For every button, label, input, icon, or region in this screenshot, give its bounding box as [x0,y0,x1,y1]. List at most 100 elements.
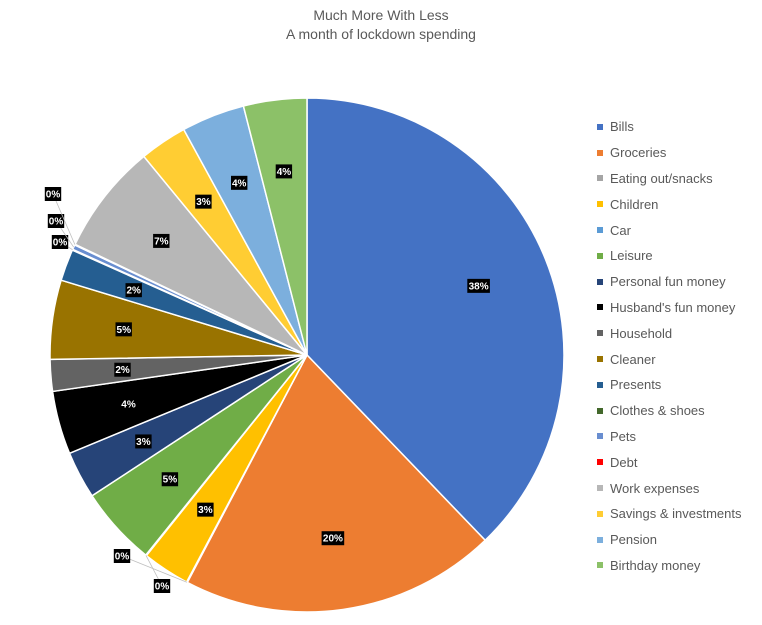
svg-text:4%: 4% [121,399,136,410]
legend-swatch [597,536,603,543]
leader-line-eating-out-snacks [121,555,188,583]
chart-subtitle: A month of lockdown spending [286,26,476,42]
data-label-pets: 0% [47,214,65,228]
legend-swatch [597,175,603,182]
svg-text:5%: 5% [117,325,132,336]
legend-label: Presents [610,377,662,393]
legend-item-groceries: Groceries [597,140,742,166]
legend-swatch [597,330,603,337]
svg-text:2%: 2% [126,286,141,297]
legend-label: Pension [610,532,657,548]
legend-item-birthday-money: Birthday money [597,553,742,579]
data-label-savings-investments: 3% [195,194,212,209]
svg-text:4%: 4% [232,178,247,189]
legend-item-car: Car [597,217,742,243]
legend-label: Personal fun money [610,274,726,290]
data-label-presents: 2% [125,283,142,298]
svg-text:0%: 0% [46,190,61,201]
legend-item-eating-out-snacks: Eating out/snacks [597,166,742,192]
legend-swatch [597,356,603,363]
data-label-work-expenses: 7% [153,233,170,248]
svg-text:5%: 5% [163,475,178,486]
legend-swatch [597,252,603,259]
legend-label: Clothes & shoes [610,403,705,419]
legend-item-bills: Bills [597,114,742,140]
legend-label: Savings & investments [610,506,742,522]
legend-item-debt: Debt [597,449,742,475]
legend-swatch [597,304,603,311]
legend-swatch [597,407,603,414]
legend-item-husband-s-fun-money: Husband's fun money [597,295,742,321]
svg-text:3%: 3% [196,197,211,208]
data-label-eating-out-snacks: 0% [113,549,131,563]
data-label-bills: 38% [467,278,490,293]
legend-label: Car [610,222,631,238]
legend-swatch [597,510,603,517]
legend-item-leisure: Leisure [597,243,742,269]
legend-swatch [597,562,603,569]
chart-title: Much More With Less [313,7,449,23]
data-label-groceries: 20% [321,531,345,546]
legend-swatch [597,485,603,492]
legend-swatch [597,278,603,285]
data-label-children: 3% [197,502,214,517]
svg-text:38%: 38% [469,281,489,292]
pie-slice-bills [306,97,565,542]
data-label-husband-s-fun-money: 4% [120,396,137,411]
chart-legend: Bills Groceries Eating out/snacks Children C… [597,114,742,578]
legend-item-pension: Pension [597,527,742,553]
legend-swatch [597,433,603,440]
legend-item-cleaner: Cleaner [597,346,742,372]
legend-item-work-expenses: Work expenses [597,475,742,501]
data-label-clothes-shoes: 0% [51,235,69,249]
legend-item-household: Household [597,320,742,346]
data-label-personal-fun-money: 3% [135,434,152,449]
legend-label: Birthday money [610,557,701,573]
svg-text:2%: 2% [115,365,130,376]
data-label-household: 2% [114,362,131,377]
legend-label: Husband's fun money [610,299,736,315]
data-label-debt: 0% [44,187,62,201]
data-label-leisure: 5% [161,472,179,487]
svg-text:7%: 7% [154,236,169,247]
legend-item-pets: Pets [597,424,742,450]
legend-swatch [597,123,603,130]
legend-label: Pets [610,428,637,444]
legend-swatch [597,201,603,208]
svg-text:3%: 3% [198,505,213,516]
svg-text:3%: 3% [136,437,151,448]
pie-slice-work-expenses [74,155,308,356]
legend-item-presents: Presents [597,372,742,398]
legend-swatch [597,227,603,234]
data-label-birthday-money: 4% [275,164,293,179]
svg-text:0%: 0% [53,238,68,249]
legend-label: Cleaner [610,351,656,367]
legend-label: Children [610,196,659,212]
legend-item-savings-investments: Savings & investments [597,501,742,527]
legend-label: Bills [610,119,634,135]
pie-slice-groceries [186,353,487,613]
legend-label: Household [610,325,673,341]
legend-swatch [597,459,603,466]
data-label-car: 0% [153,579,171,593]
leader-line-debt [52,193,76,245]
legend-item-clothes-shoes: Clothes & shoes [597,398,742,424]
svg-text:20%: 20% [323,534,343,545]
legend-swatch [597,381,603,388]
legend-label: Groceries [610,145,667,161]
chart-title-block: Much More With Less A month of lockdown … [0,6,762,44]
svg-text:0%: 0% [155,582,170,593]
data-label-cleaner: 5% [115,322,132,337]
legend-swatch [597,149,603,156]
pie-slice-birthday-money [242,97,308,356]
legend-label: Eating out/snacks [610,170,713,186]
svg-text:0%: 0% [115,552,130,563]
legend-label: Leisure [610,248,653,264]
legend-label: Work expenses [610,480,700,496]
svg-text:0%: 0% [49,217,64,228]
data-label-pension: 4% [231,175,248,190]
svg-text:4%: 4% [277,167,292,178]
legend-item-personal-fun-money: Personal fun money [597,269,742,295]
legend-label: Debt [610,454,638,470]
